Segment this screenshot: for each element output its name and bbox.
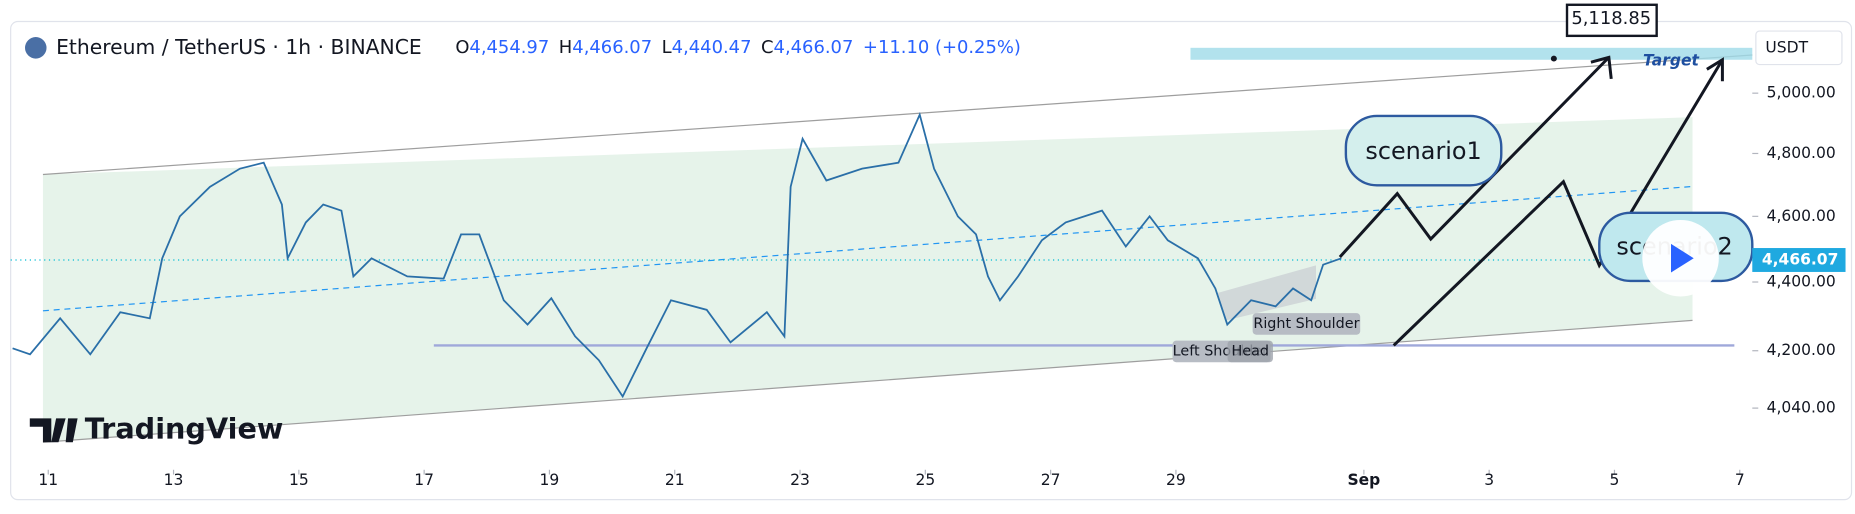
ohlc-value: 4,440.47	[672, 37, 752, 58]
target-price-box	[1565, 3, 1658, 38]
right-shoulder-label: Right Shoulder	[1253, 316, 1359, 332]
arrowhead	[1590, 55, 1613, 80]
scenario2-path	[1392, 58, 1724, 347]
ohlc-key: C	[761, 37, 774, 58]
target-price: 5,118.85	[1571, 8, 1651, 29]
y-tick-label: 4,600.00	[1767, 207, 1836, 225]
header: Ethereum / TetherUS · 1h · BINANCE O4,45…	[25, 35, 1021, 59]
scenarios: scenario1 scenario2 5,118.85 Target Righ…	[1172, 3, 1754, 363]
ohlc-value: 4,466.07	[572, 37, 652, 58]
ohlc-key: O	[455, 37, 469, 58]
symbol: Ethereum / TetherUS · 1h · BINANCE	[56, 35, 422, 59]
x-tick-label: 13	[164, 471, 184, 489]
ohlc-value: 4,466.07	[774, 37, 854, 58]
price-line	[12, 111, 1342, 399]
currency: USDT	[1765, 38, 1808, 56]
symbol-icon	[25, 37, 47, 59]
last-price-label: 4,466.07	[1762, 250, 1839, 268]
x-tick-label: 19	[540, 471, 560, 489]
ohlc: O4,454.97 H4,466.07 L4,440.47 C4,466.07 +11.…	[455, 37, 1021, 58]
y-tick-label: 4,040.00	[1767, 399, 1836, 417]
y-tick-label: 5,000.00	[1767, 84, 1836, 102]
x-tick-label: 27	[1041, 471, 1061, 489]
change: +11.10 (+0.25%)	[863, 37, 1021, 58]
watermark: TradingView	[29, 411, 284, 445]
right-shoulder-tag	[1252, 313, 1361, 335]
x-tick-label: 23	[790, 471, 810, 489]
arrowhead	[1706, 57, 1724, 82]
head-label: Head	[1232, 343, 1269, 359]
y-tick-label: 4,800.00	[1767, 144, 1836, 162]
channel-bottom	[42, 319, 1693, 443]
target-zone	[1190, 47, 1753, 60]
scenario1-path	[1338, 56, 1610, 259]
x-tick-label: 7	[1735, 471, 1745, 489]
x-tick-label: 5	[1610, 471, 1620, 489]
channel-top	[42, 54, 1753, 176]
x-tick-label: 11	[38, 471, 58, 489]
plot-area	[42, 47, 1753, 443]
head-tag	[1227, 340, 1273, 363]
x-tick-label: 29	[1166, 471, 1186, 489]
scenario1-label: scenario1	[1365, 137, 1481, 165]
y-tick-label: 4,400.00	[1767, 273, 1836, 291]
pattern-fill	[1217, 265, 1316, 321]
play-icon	[1671, 243, 1694, 273]
x-tick-label: Sep	[1347, 471, 1380, 489]
x-tick-label: 17	[414, 471, 434, 489]
ohlc-value: 4,454.97	[469, 37, 549, 58]
x-tick-label: 3	[1484, 471, 1494, 489]
y-tick-label: 4,200.00	[1767, 341, 1836, 359]
currency-box[interactable]	[1755, 30, 1843, 66]
x-tick-label: 21	[665, 471, 685, 489]
scenario1-bubble	[1344, 114, 1503, 187]
channel-mid	[42, 185, 1693, 312]
channel-fill	[42, 117, 1693, 443]
x-tick-label: 25	[915, 471, 935, 489]
ohlc-key: H	[559, 37, 572, 58]
target-label: Target	[1643, 51, 1699, 69]
x-tick-label: 15	[289, 471, 309, 489]
last-price-tag	[1752, 248, 1846, 272]
watermark-logo	[29, 418, 78, 443]
ohlc-key: L	[662, 37, 672, 58]
target-point	[1550, 55, 1557, 62]
watermark-text: TradingView	[85, 411, 284, 445]
